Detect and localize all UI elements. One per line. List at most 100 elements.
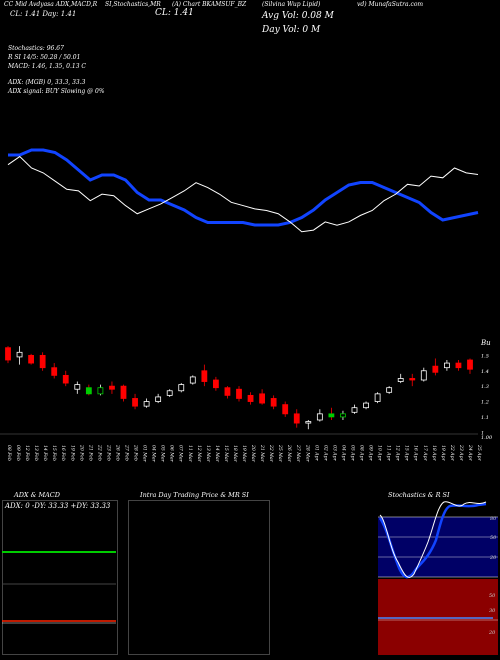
candle-body: [316, 413, 323, 421]
intraday-panel: [128, 500, 270, 655]
candle: [259, 389, 266, 405]
candle-body: [224, 387, 231, 396]
candle-body: [212, 379, 219, 389]
ma-slow-line: [8, 148, 479, 227]
header-line1: CC Mid Avdyasa ADX,MACD,R: [4, 1, 98, 8]
date-label: 14 Feb: [42, 445, 48, 461]
date-label: 16 Feb: [60, 445, 66, 461]
svg-text:20: 20: [488, 630, 496, 636]
candle: [247, 392, 254, 405]
candle: [51, 363, 58, 379]
date-label: 03 Apr: [331, 445, 337, 462]
date-label: 10 Apr: [377, 445, 383, 462]
price-axis-label: Bu: [481, 339, 491, 347]
date-label: 23 Apr: [458, 444, 464, 462]
candle-body: [201, 370, 208, 382]
candle-body: [120, 385, 127, 399]
rsi-readout: R SI 14/5: 50.28 / 50.01: [8, 54, 81, 61]
date-label: 11 Apr: [386, 445, 392, 462]
date-label: 19 Feb: [69, 445, 75, 461]
candle-body: [236, 388, 242, 399]
candle: [386, 386, 393, 394]
price-tick-label: 1: [481, 430, 484, 436]
date-label: 15 Feb: [51, 445, 57, 461]
candle-body: [305, 421, 312, 424]
candle: [5, 346, 11, 364]
rsi-background: [378, 579, 498, 655]
candle: [293, 409, 300, 428]
date-label: 19 Apr: [440, 445, 446, 462]
date-label: 20 Mar: [250, 444, 256, 463]
price-tick-label: 1.1: [481, 415, 489, 421]
date-label: 18 Mar: [232, 445, 238, 463]
candle: [351, 404, 358, 414]
date-label: 22 Feb: [96, 444, 102, 461]
candle: [236, 386, 242, 402]
date-label: 24 Apr: [467, 444, 473, 462]
candle-body: [259, 393, 266, 404]
date-label: 04 Apr: [340, 445, 346, 462]
candle: [420, 367, 427, 382]
candle-body: [143, 401, 150, 407]
date-label: 26 Mar: [286, 444, 292, 463]
candle-body: [189, 376, 196, 384]
date-label: 21 Mar: [259, 444, 265, 463]
date-label: 22 Apr: [449, 444, 455, 462]
candle-body: [328, 413, 335, 418]
header-line1e: vd) MunafaSutra.com: [357, 1, 424, 8]
day-line: CL: 1.41 Day: 1.41: [10, 10, 77, 18]
candle-body: [432, 365, 439, 373]
avg-vol: Avg Vol: 0.08 M: [262, 11, 334, 21]
adx-panel: [2, 500, 118, 655]
ma-fast-line: [7, 155, 479, 233]
date-label: 08 Feb: [6, 445, 12, 461]
candle-body: [467, 359, 473, 370]
macd-readout: MACD: 1.46, 1.35, 0.13 C: [8, 63, 87, 70]
candle-body: [409, 378, 416, 381]
candle-body: [39, 354, 46, 369]
adx-macd-title: ADX & MACD: [14, 491, 60, 499]
header-line1d: (Silvina Wup Lipid): [262, 1, 321, 8]
date-label: 25 Mar: [277, 444, 283, 463]
date-label: 21 Feb: [87, 444, 93, 461]
candle: [85, 384, 92, 396]
candle-body: [178, 384, 185, 392]
candle-body: [74, 384, 81, 390]
candle-body: [340, 413, 346, 418]
date-label: 05 Mar: [160, 445, 166, 463]
candle: [178, 383, 185, 393]
day-vol: Day Vol: 0 M: [262, 25, 321, 35]
date-label: 15 Mar: [223, 445, 229, 463]
date-label: 13 Mar: [205, 445, 211, 463]
candle: [340, 410, 346, 420]
stoch-background: [378, 517, 498, 577]
date-label: 08 Apr: [359, 445, 365, 462]
date-label: 06 Mar: [169, 445, 175, 463]
date-label: 12 Mar: [196, 445, 202, 463]
candle: [143, 398, 150, 408]
candle-body: [374, 393, 381, 402]
candle: [432, 358, 439, 376]
header-line1b: SI,Stochastics,MR: [105, 1, 161, 8]
candle: [120, 384, 127, 402]
date-label: 04 Mar: [151, 445, 157, 463]
candle: [74, 381, 81, 394]
candle-body: [62, 374, 69, 384]
candle-body: [420, 370, 427, 381]
candle: [201, 364, 208, 387]
price-tick-label: 1.00: [481, 435, 493, 441]
date-label: 02 Apr: [322, 445, 328, 462]
price-tick-label: 1.5: [481, 353, 489, 359]
date-label: 27 Mar: [295, 444, 301, 463]
date-label: 12 Feb: [24, 445, 30, 461]
date-label: 12 Apr: [395, 445, 401, 462]
candle-body: [97, 387, 104, 395]
candle-body: [270, 398, 277, 407]
candle-body: [28, 354, 35, 364]
date-label: 05 Apr: [349, 445, 355, 462]
candle-body: [109, 385, 115, 390]
candle: [316, 409, 323, 422]
date-label: 28 Mar: [304, 444, 310, 463]
candle-body: [166, 390, 173, 396]
candle: [109, 381, 115, 394]
